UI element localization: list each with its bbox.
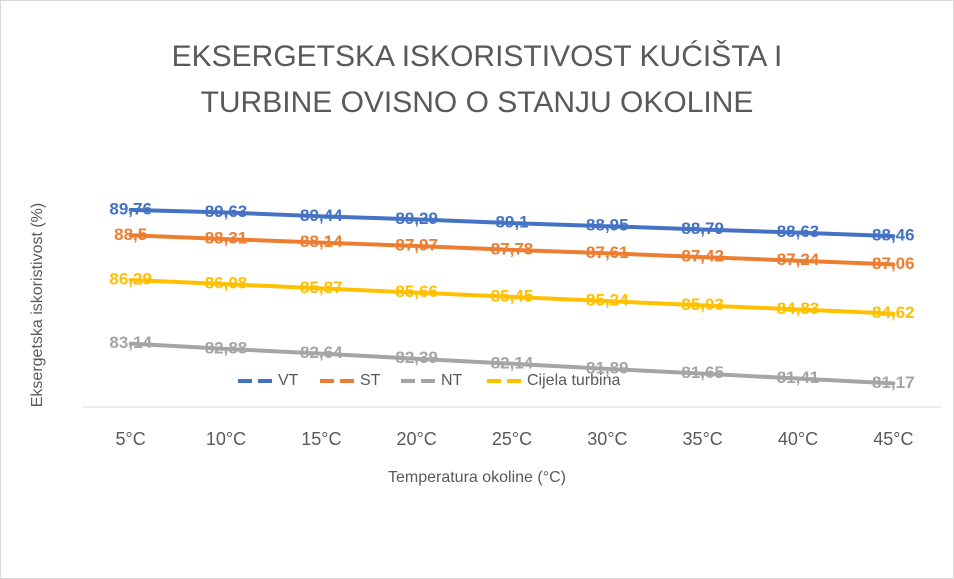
data-label: 88,79 xyxy=(681,219,724,238)
data-label: 85,87 xyxy=(300,278,343,297)
legend-label: VT xyxy=(278,372,299,389)
data-label: 88,5 xyxy=(114,225,147,244)
x-tick-label: 45°C xyxy=(873,429,913,449)
data-label: 88,46 xyxy=(872,226,915,245)
data-label: 89,63 xyxy=(205,202,248,221)
chart-title: TURBINE OVISNO O STANJU OKOLINE xyxy=(201,86,754,119)
data-label: 89,44 xyxy=(300,206,343,225)
data-label: 82,88 xyxy=(205,338,248,357)
data-label: 81,17 xyxy=(872,373,915,392)
x-tick-label: 20°C xyxy=(397,429,437,449)
data-label: 87,61 xyxy=(586,243,629,262)
data-label: 83,14 xyxy=(109,333,152,352)
x-tick-label: 35°C xyxy=(683,429,723,449)
x-tick-label: 15°C xyxy=(301,429,341,449)
chart-title: EKSERGETSKA ISKORISTIVOST KUĆIŠTA I xyxy=(172,39,783,73)
legend-label: Cijela turbina xyxy=(527,372,620,389)
data-label: 82,39 xyxy=(395,348,438,367)
data-label: 89,29 xyxy=(395,209,438,228)
x-tick-label: 40°C xyxy=(778,429,818,449)
data-label: 87,42 xyxy=(681,247,724,266)
data-label: 81,65 xyxy=(681,363,724,382)
data-label: 85,66 xyxy=(395,282,438,301)
data-label: 86,29 xyxy=(109,269,152,288)
data-label: 86,08 xyxy=(205,274,248,293)
x-tick-label: 25°C xyxy=(492,429,532,449)
data-label: 89,76 xyxy=(109,199,152,218)
data-label: 82,14 xyxy=(491,353,534,372)
x-tick-label: 30°C xyxy=(587,429,627,449)
x-tick-label: 10°C xyxy=(206,429,246,449)
data-label: 88,63 xyxy=(777,222,820,241)
legend-label: ST xyxy=(360,372,381,389)
chart: EKSERGETSKA ISKORISTIVOST KUĆIŠTA I TURB… xyxy=(0,0,954,579)
data-label: 87,06 xyxy=(872,254,915,273)
x-tick-label: 5°C xyxy=(116,429,146,449)
data-label: 85,03 xyxy=(681,295,724,314)
data-label: 85,24 xyxy=(586,291,629,310)
legend-label: NT xyxy=(441,372,463,389)
data-label: 87,24 xyxy=(777,250,820,269)
x-axis-label: Temperatura okoline (°C) xyxy=(388,469,566,486)
y-axis-label: Eksergetska iskoristivost (%) xyxy=(29,203,46,408)
data-label: 88,95 xyxy=(586,216,629,235)
data-label: 88,14 xyxy=(300,232,343,251)
data-label: 84,62 xyxy=(872,303,915,322)
data-label: 88,31 xyxy=(205,229,248,248)
data-label: 87,97 xyxy=(395,235,438,254)
data-label: 89,1 xyxy=(495,213,528,232)
data-label: 81,41 xyxy=(777,368,820,387)
data-label: 84,83 xyxy=(777,299,820,318)
data-label: 82,64 xyxy=(300,343,343,362)
data-label: 87,78 xyxy=(491,239,534,258)
data-label: 85,45 xyxy=(491,286,534,305)
